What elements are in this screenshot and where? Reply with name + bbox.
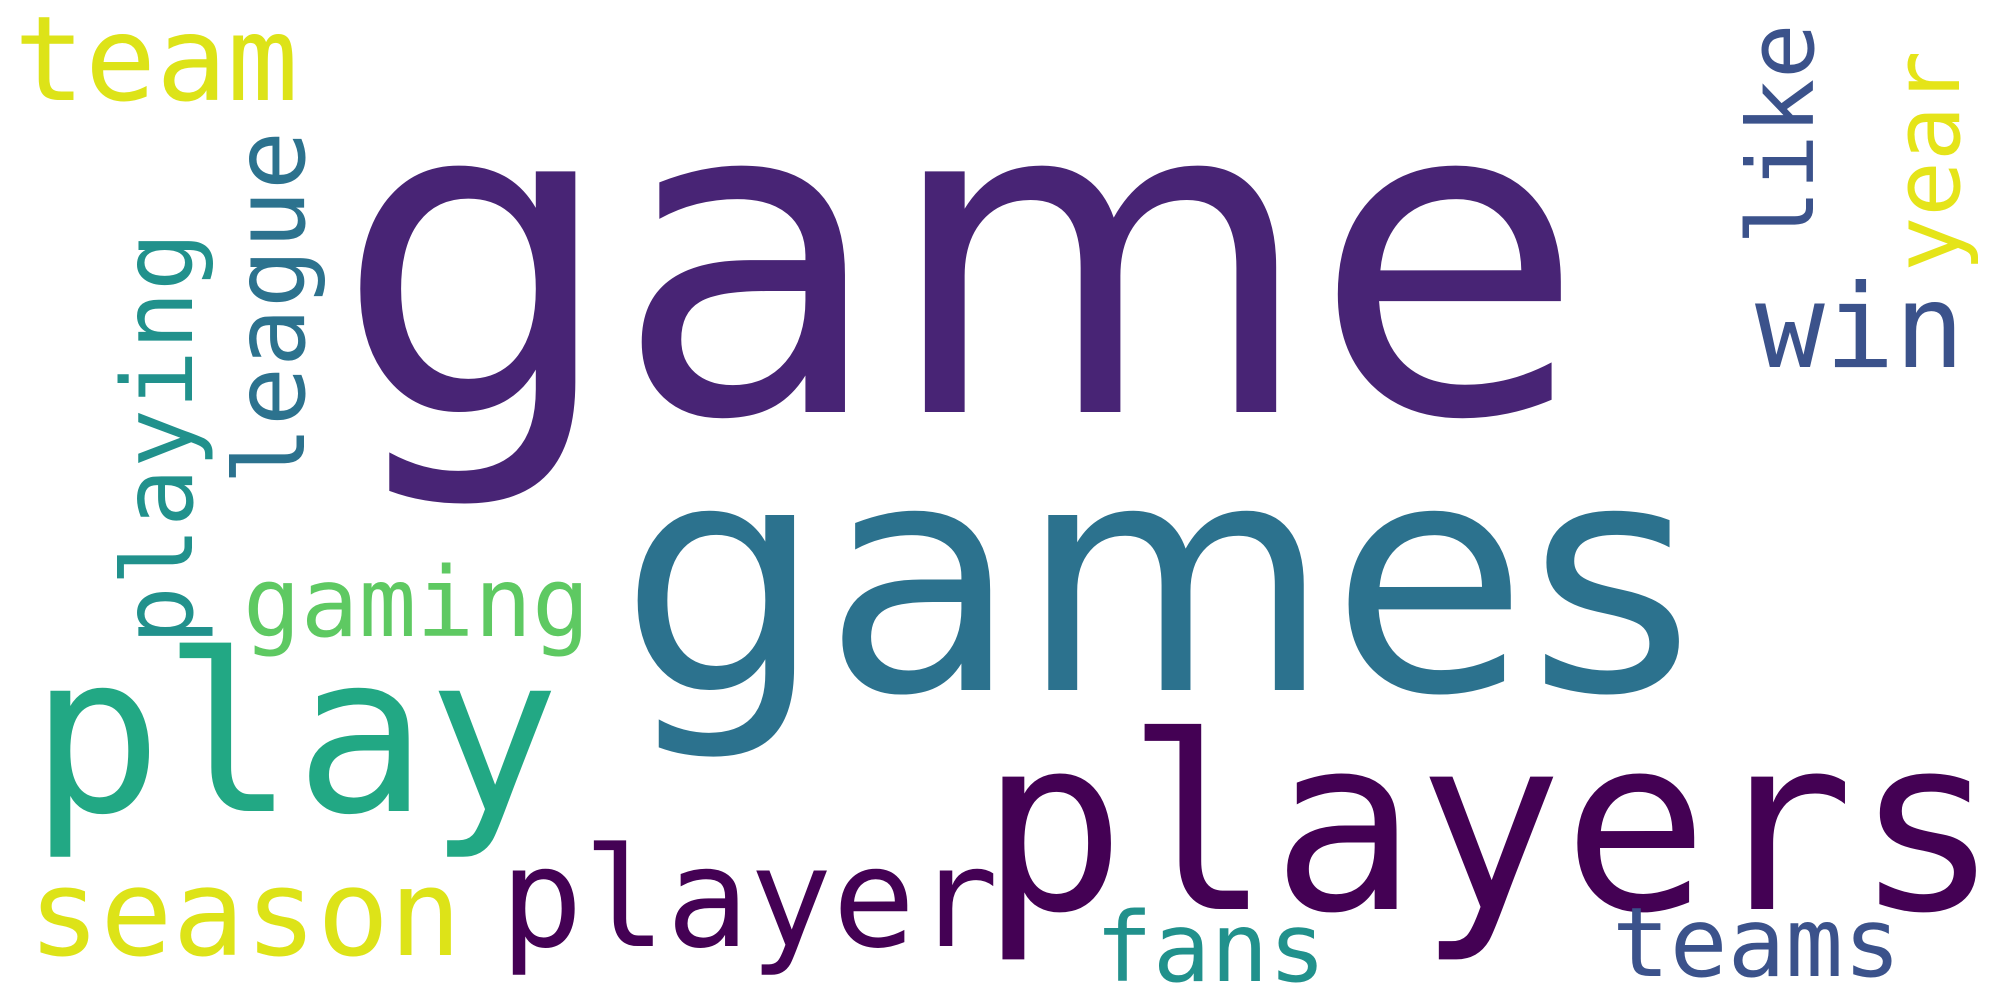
word-games: games xyxy=(620,394,1695,766)
word-team: team xyxy=(14,0,299,128)
word-playing: playing xyxy=(102,231,216,645)
word-year: year xyxy=(1874,50,1981,272)
word-league: league xyxy=(214,130,328,485)
word-teams: teams xyxy=(1612,887,1901,999)
word-play: play xyxy=(30,607,560,863)
word-win: win xyxy=(1755,260,1965,395)
word-season: season xyxy=(28,845,462,984)
word-fans: fans xyxy=(1095,892,1327,1000)
word-player: player xyxy=(500,818,999,979)
word-players: players xyxy=(980,685,2000,967)
word-game: game xyxy=(336,4,1585,516)
word-like: like xyxy=(1728,23,1835,245)
word-gaming: gaming xyxy=(243,547,590,659)
